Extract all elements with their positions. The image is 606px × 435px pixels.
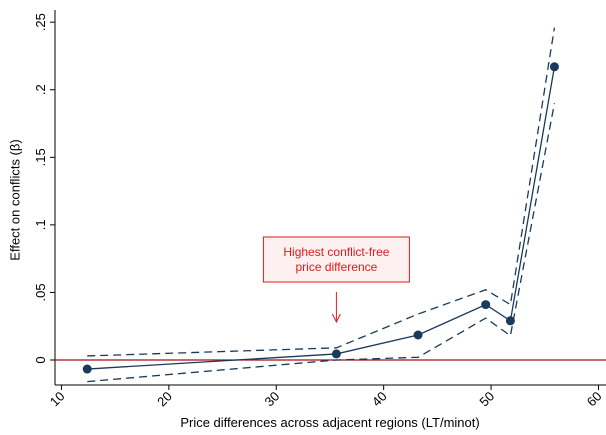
annotation-text: price difference — [295, 260, 377, 274]
y-axis-label: Effect on conflicts (β) — [7, 139, 22, 260]
point — [505, 316, 515, 326]
y-tick-label: 0 — [33, 356, 48, 363]
annotation-text: Highest conflict-free — [283, 245, 389, 259]
point — [413, 330, 423, 340]
x-tick-label: 20 — [154, 389, 175, 410]
x-tick-label: 50 — [476, 389, 497, 410]
annotation-box — [262, 236, 410, 283]
estimate-line — [87, 66, 556, 370]
y-tick-label: .05 — [33, 283, 48, 301]
upper-bound — [87, 27, 556, 357]
x-tick-label: 60 — [584, 389, 605, 410]
point — [331, 349, 341, 359]
annotation-arrowhead — [331, 313, 341, 324]
y-tick-label: .25 — [33, 13, 48, 31]
x-tick-label: 30 — [262, 389, 283, 410]
x-tick-label: 40 — [369, 389, 390, 410]
x-axis-label: Price differences across adjacent region… — [180, 415, 479, 430]
point — [549, 62, 559, 72]
y-tick-label: .1 — [33, 219, 48, 230]
y-tick-label: .2 — [33, 84, 48, 95]
point — [481, 300, 491, 310]
point — [82, 364, 92, 374]
lower-bound — [87, 103, 556, 383]
y-tick-label: .15 — [33, 148, 48, 166]
x-tick-label: 10 — [47, 389, 68, 410]
